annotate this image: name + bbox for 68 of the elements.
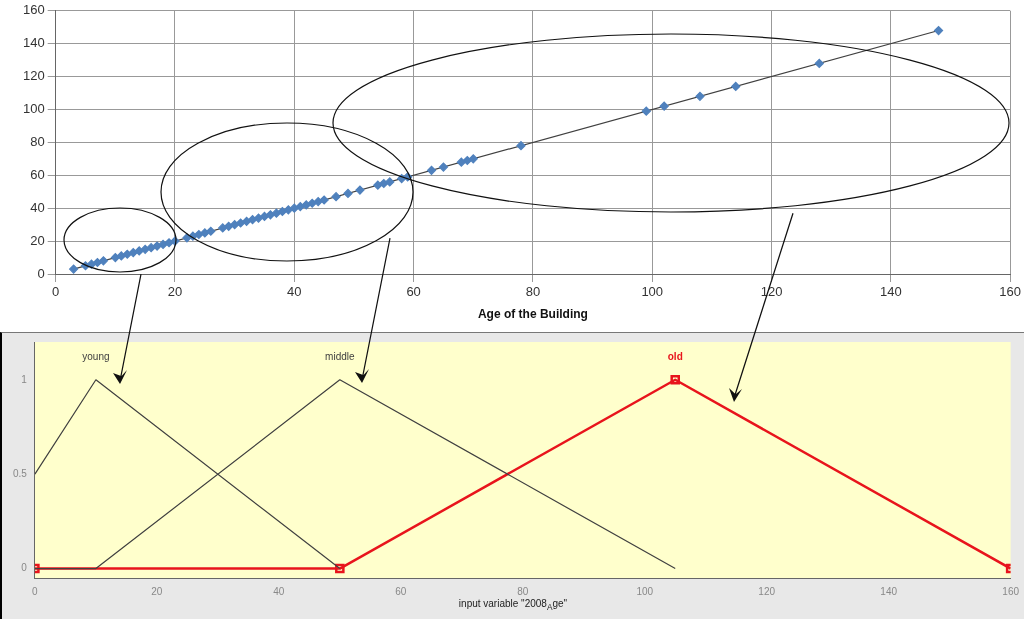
point xyxy=(236,218,246,228)
y-tick-label: 140 xyxy=(22,35,45,51)
y-tick-label: 100 xyxy=(22,101,45,117)
x-tick-label: 160 xyxy=(999,284,1022,300)
point xyxy=(128,248,138,258)
point xyxy=(814,58,824,69)
point xyxy=(295,201,305,212)
point xyxy=(116,251,126,261)
point xyxy=(468,154,478,164)
point xyxy=(659,101,669,111)
point xyxy=(438,162,449,172)
point xyxy=(277,206,287,217)
x-tick-label: 60 xyxy=(395,585,407,597)
y-tick-label: 40 xyxy=(30,199,45,215)
point xyxy=(110,252,120,263)
point xyxy=(731,81,741,92)
point xyxy=(516,141,526,151)
point xyxy=(355,185,365,195)
point xyxy=(158,239,168,249)
point xyxy=(164,238,174,248)
y-tick-label: 160 xyxy=(22,2,45,18)
point xyxy=(218,223,228,233)
point xyxy=(426,165,437,175)
text: young xyxy=(82,350,110,362)
x-tick-label: 140 xyxy=(880,284,902,300)
text: middle xyxy=(325,350,355,362)
point xyxy=(695,91,705,101)
x-tick-label: 0 xyxy=(52,284,60,300)
y-tick-label: 0.5 xyxy=(13,467,28,479)
series-label: old xyxy=(667,350,683,362)
x-tick-label: 40 xyxy=(273,585,285,597)
point xyxy=(283,205,293,215)
point xyxy=(301,200,311,210)
x-tick-label: 160 xyxy=(1002,585,1020,597)
point xyxy=(641,106,651,116)
x-tick-label: 20 xyxy=(151,585,163,597)
point xyxy=(343,188,353,198)
x-tick-label: 80 xyxy=(525,284,541,300)
y-tick-label: 0 xyxy=(37,265,45,281)
point xyxy=(146,243,156,253)
point xyxy=(462,155,472,166)
x-tick-label: 100 xyxy=(636,585,654,597)
x-axis-title: Age of the Building xyxy=(477,307,588,322)
y-tick-label: 0 xyxy=(21,562,28,574)
point xyxy=(385,177,395,187)
y-tick-label: 80 xyxy=(30,133,45,149)
x-tick-label: 80 xyxy=(517,585,529,597)
point xyxy=(319,195,329,205)
y-tick-label: 60 xyxy=(30,166,45,182)
point xyxy=(933,25,944,36)
x-tick-label: 140 xyxy=(880,585,898,597)
point xyxy=(98,256,109,266)
y-tick-label: 1 xyxy=(21,373,28,385)
point xyxy=(313,197,323,207)
point xyxy=(194,229,204,240)
point xyxy=(331,192,341,202)
y-tick-label: 120 xyxy=(22,68,45,84)
x-tick-label: 100 xyxy=(641,284,664,300)
point xyxy=(247,215,258,225)
point xyxy=(140,244,150,254)
x-tick-label: 120 xyxy=(758,585,776,597)
x-tick-label: 20 xyxy=(167,284,183,300)
x-tick-label: 40 xyxy=(287,284,302,300)
y-tick-label: 20 xyxy=(30,232,45,248)
x-axis-title: input variable "2008$_{A}$ge" xyxy=(457,598,569,612)
x-tick-label: 60 xyxy=(406,284,421,300)
point xyxy=(68,264,79,274)
point xyxy=(206,226,216,236)
